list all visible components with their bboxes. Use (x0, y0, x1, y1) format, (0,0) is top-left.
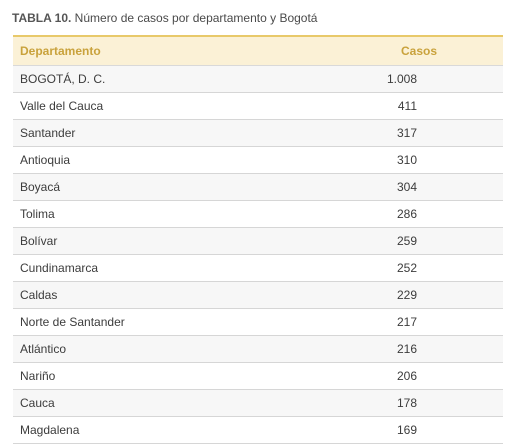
table-row: Valle del Cauca 411 (13, 93, 503, 120)
table-row: BOGOTÁ, D. C. 1.008 (13, 66, 503, 93)
cell-cases: 216 (396, 342, 417, 356)
cell-cases: 259 (396, 234, 417, 248)
table-caption-label: TABLA 10. (12, 11, 72, 25)
cell-department: Boyacá (20, 180, 61, 194)
table-row: Nariño 206 (13, 363, 503, 390)
cell-department: Valle del Cauca (20, 99, 104, 113)
cell-cases: 217 (396, 315, 417, 329)
table-row: Cauca 178 (13, 390, 503, 417)
cell-department: Caldas (20, 288, 58, 302)
cell-cases: 229 (396, 288, 417, 302)
table-row: Santander 317 (13, 120, 503, 147)
table-header-row: Departamento Casos (13, 37, 503, 66)
cell-cases: 286 (396, 207, 417, 221)
table-caption-text: Número de casos por departamento y Bogot… (71, 11, 318, 25)
table-body: BOGOTÁ, D. C. 1.008 Valle del Cauca 411 Sant… (13, 66, 503, 444)
cell-cases: 206 (396, 369, 417, 383)
cell-department: Cundinamarca (20, 261, 99, 275)
table-row: Bolívar 259 (13, 228, 503, 255)
header-cases: Casos (400, 44, 438, 58)
cases-table: Departamento Casos BOGOTÁ, D. C. 1.008 Val… (13, 35, 503, 444)
table-row: Tolima 286 (13, 201, 503, 228)
cell-cases: 178 (396, 396, 417, 410)
cell-department: Cauca (20, 396, 55, 410)
cell-department: Magdalena (20, 423, 80, 437)
cell-department: Tolima (20, 207, 55, 221)
table-row: Norte de Santander 217 (13, 309, 503, 336)
cell-department: Bolívar (20, 234, 58, 248)
cell-department: Norte de Santander (20, 315, 125, 329)
table-row: Atlántico 216 (13, 336, 503, 363)
table-row: Cundinamarca 252 (13, 255, 503, 282)
cell-cases: 169 (396, 423, 417, 437)
cell-department: Santander (20, 126, 76, 140)
table-caption: TABLA 10. Número de casos por departamen… (12, 11, 317, 25)
cell-cases: 1.008 (386, 72, 417, 86)
cell-department: Atlántico (20, 342, 67, 356)
header-department: Departamento (20, 44, 101, 58)
cell-department: BOGOTÁ, D. C. (20, 72, 106, 86)
table-row: Magdalena 169 (13, 417, 503, 444)
table-row: Caldas 229 (13, 282, 503, 309)
cell-department: Antioquia (20, 153, 71, 167)
table-row: Antioquia 310 (13, 147, 503, 174)
cell-cases: 252 (396, 261, 417, 275)
cell-cases: 304 (396, 180, 417, 194)
cell-cases: 310 (396, 153, 417, 167)
cell-cases: 411 (397, 99, 417, 113)
cell-cases: 317 (396, 126, 417, 140)
table-row: Boyacá 304 (13, 174, 503, 201)
cell-department: Nariño (20, 369, 56, 383)
